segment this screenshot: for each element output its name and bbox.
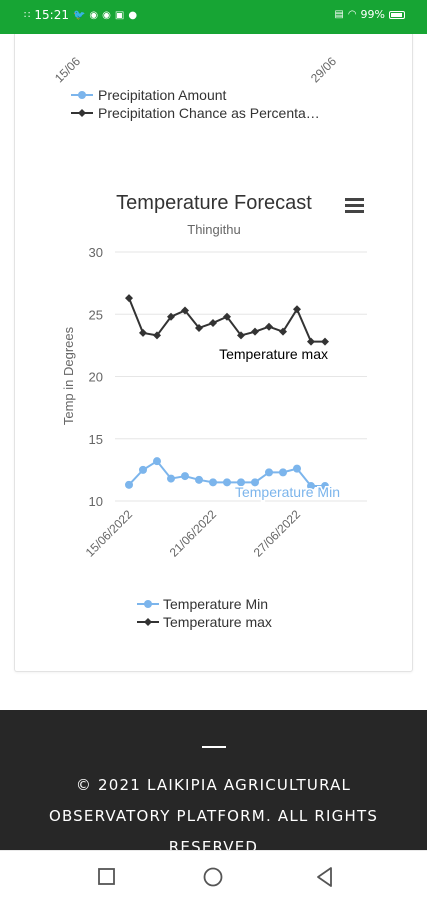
y-tick-label: 15: [89, 432, 103, 447]
point-temp-max[interactable]: [167, 312, 175, 321]
point-temp-min[interactable]: [139, 465, 147, 474]
y-tick-labels: 10 15 20 25 30: [89, 245, 103, 509]
x-tick-label: 15/06/2022: [83, 507, 136, 560]
x-tick-label: 27/06/2022: [251, 507, 304, 560]
point-temp-max[interactable]: [293, 305, 301, 314]
legend-marker-chance: [78, 109, 86, 117]
legend-label-temp-max: Temperature max: [163, 614, 272, 630]
recents-square-icon[interactable]: [94, 864, 120, 890]
point-temp-max[interactable]: [307, 337, 315, 346]
x-tick-labels: 15/06/2022 21/06/2022 27/06/2022: [83, 507, 304, 560]
point-temp-max[interactable]: [251, 327, 259, 336]
status-bar-left: ∷ 15:21 🐦 ◉ ◉ ▣ ●: [24, 8, 137, 22]
precip-legend-item-chance[interactable]: Precipitation Chance as Percenta…: [71, 105, 320, 121]
temp-legend-item-max[interactable]: Temperature max: [137, 614, 272, 630]
system-nav-bar: [0, 850, 427, 900]
legend-marker-amount: [78, 91, 86, 99]
point-temp-max[interactable]: [209, 318, 217, 327]
point-temp-max[interactable]: [265, 322, 273, 331]
chat-icon: ●: [128, 9, 138, 21]
point-temp-min[interactable]: [321, 482, 329, 491]
temp-legend-item-min[interactable]: Temperature Min: [137, 596, 268, 612]
point-temp-max[interactable]: [279, 327, 287, 336]
point-temp-min[interactable]: [195, 475, 203, 484]
y-tick-label: 10: [89, 494, 103, 509]
legend-label-precip-amount: Precipitation Amount: [98, 87, 227, 103]
point-temp-max[interactable]: [195, 323, 203, 332]
chart-subtitle: Thingithu: [187, 222, 240, 237]
app-icon: ◉: [89, 9, 99, 21]
temperature-chart: Temperature Forecast Thingithu Temp in D…: [61, 192, 367, 630]
series-label-temp-max: Temperature max: [219, 346, 328, 362]
point-temp-min[interactable]: [251, 478, 259, 487]
page-footer: © 2021 LAIKIPIA AGRICULTURAL OBSERVATORY…: [0, 710, 427, 856]
point-temp-max[interactable]: [321, 337, 329, 346]
legend-label-temp-min: Temperature Min: [163, 596, 268, 612]
y-tick-label: 25: [89, 307, 103, 322]
series-labels: Temperature max Temperature Min: [218, 345, 342, 502]
chart-title: Temperature Forecast: [116, 192, 312, 214]
status-bar-right: ▤ ◠ 99%: [334, 8, 405, 21]
precip-legend-item-amount[interactable]: Precipitation Amount: [71, 87, 227, 103]
y-axis-title: Temp in Degrees: [61, 326, 76, 425]
point-temp-min[interactable]: [307, 482, 315, 491]
nfc-icon: ▤: [334, 9, 344, 20]
precip-x-tick: 15/06: [52, 54, 83, 85]
series-layer: [125, 294, 329, 491]
twitter-icon: 🐦: [72, 9, 86, 21]
footer-copyright: © 2021 LAIKIPIA AGRICULTURAL OBSERVATORY…: [48, 776, 379, 856]
legend-marker-min: [144, 600, 152, 608]
footer-divider: [202, 746, 226, 748]
point-temp-max[interactable]: [223, 312, 231, 321]
y-tick-label: 20: [89, 370, 103, 385]
point-temp-min[interactable]: [279, 468, 287, 477]
y-tick-label: 30: [89, 245, 103, 260]
point-temp-max[interactable]: [237, 331, 245, 340]
app-icon: ◉: [102, 9, 111, 21]
legend-label-precip-chance: Precipitation Chance as Percenta…: [98, 105, 320, 121]
grid-layer: [115, 251, 367, 502]
hamburger-menu-icon[interactable]: [341, 196, 367, 218]
point-temp-min[interactable]: [223, 478, 231, 487]
wifi-icon: ◠: [347, 9, 357, 20]
notification-grid-icon: ∷: [24, 9, 31, 21]
point-temp-min[interactable]: [265, 468, 273, 477]
status-bar: ∷ 15:21 🐦 ◉ ◉ ▣ ● ▤ ◠ 99%: [0, 0, 427, 34]
point-temp-max[interactable]: [181, 306, 189, 315]
home-circle-icon[interactable]: [200, 864, 226, 890]
x-tick-label: 21/06/2022: [167, 507, 220, 560]
battery-percent: 99%: [360, 8, 385, 21]
legend-marker-max: [144, 618, 152, 626]
point-temp-max[interactable]: [139, 328, 147, 337]
charts-svg: 15/06 29/06 Precipitation Amount Precipi…: [52, 54, 367, 630]
point-temp-min[interactable]: [209, 478, 217, 487]
point-temp-max[interactable]: [125, 294, 133, 303]
back-triangle-icon[interactable]: [312, 864, 338, 890]
battery-icon: [389, 10, 405, 19]
point-temp-min[interactable]: [237, 478, 245, 487]
point-temp-min[interactable]: [153, 457, 161, 466]
point-temp-min[interactable]: [293, 464, 301, 473]
point-temp-min[interactable]: [125, 480, 133, 489]
point-temp-min[interactable]: [167, 474, 175, 483]
chart-card: 15/06 29/06 Precipitation Amount Precipi…: [14, 34, 413, 672]
point-temp-max[interactable]: [153, 331, 161, 340]
status-time: 15:21: [34, 8, 69, 22]
app-icon: ▣: [114, 9, 125, 21]
precip-x-tick: 29/06: [308, 54, 339, 85]
precip-chart: 15/06 29/06 Precipitation Amount Precipi…: [52, 54, 339, 121]
series-label-temp-min: Temperature Min: [235, 484, 340, 500]
point-temp-min[interactable]: [181, 472, 189, 481]
